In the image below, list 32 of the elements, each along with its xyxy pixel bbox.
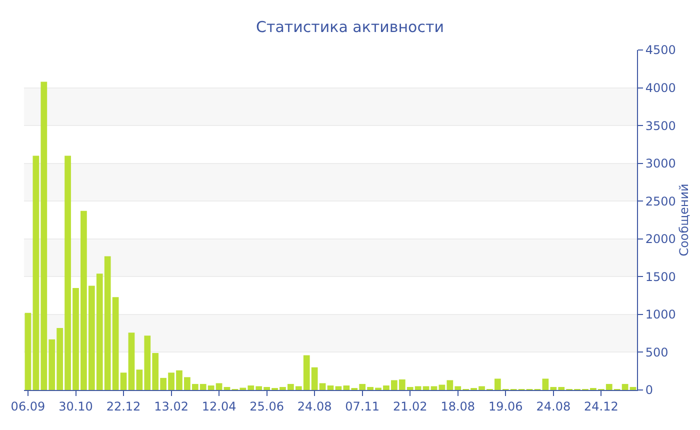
bar xyxy=(327,385,334,390)
y-tick-label: 2000 xyxy=(645,232,676,246)
y-tick-label: 3500 xyxy=(645,118,676,133)
y-tick-label: 1500 xyxy=(645,270,676,284)
x-tick-label: 24.08 xyxy=(536,399,571,414)
x-tick-label: 21.02 xyxy=(392,399,428,414)
y-tick-label: 4000 xyxy=(645,80,676,95)
bar xyxy=(630,386,636,390)
x-tick-label: 22.12 xyxy=(106,399,141,414)
x-tick-label: 13.02 xyxy=(154,399,188,414)
x-tick-label: 24.08 xyxy=(297,399,332,414)
y-axis-title: Сообщений xyxy=(676,184,691,256)
y-tick-label: 4500 xyxy=(645,43,676,58)
x-tick-label: 24.12 xyxy=(584,399,618,414)
bar xyxy=(128,332,135,390)
x-tick-label: 12.04 xyxy=(202,399,236,414)
y-tick-label: 2500 xyxy=(645,194,676,208)
bar xyxy=(120,372,127,390)
y-tick-label: 500 xyxy=(645,345,668,360)
x-tick-label: 19.06 xyxy=(488,399,523,414)
x-tick-label: 25.06 xyxy=(250,399,284,414)
x-tick-label: 07.11 xyxy=(345,399,380,414)
chart-title: Статистика активности xyxy=(256,18,444,36)
bar xyxy=(224,386,230,390)
y-tick-label: 0 xyxy=(645,383,654,398)
x-tick-label: 06.09 xyxy=(10,399,46,414)
x-tick-label: 18.08 xyxy=(440,399,476,414)
bar xyxy=(24,312,32,390)
bar xyxy=(430,386,438,390)
y-tick-label: 3000 xyxy=(645,156,676,171)
y-tick-label: 1000 xyxy=(645,308,676,322)
x-tick-label: 30.10 xyxy=(58,399,93,414)
